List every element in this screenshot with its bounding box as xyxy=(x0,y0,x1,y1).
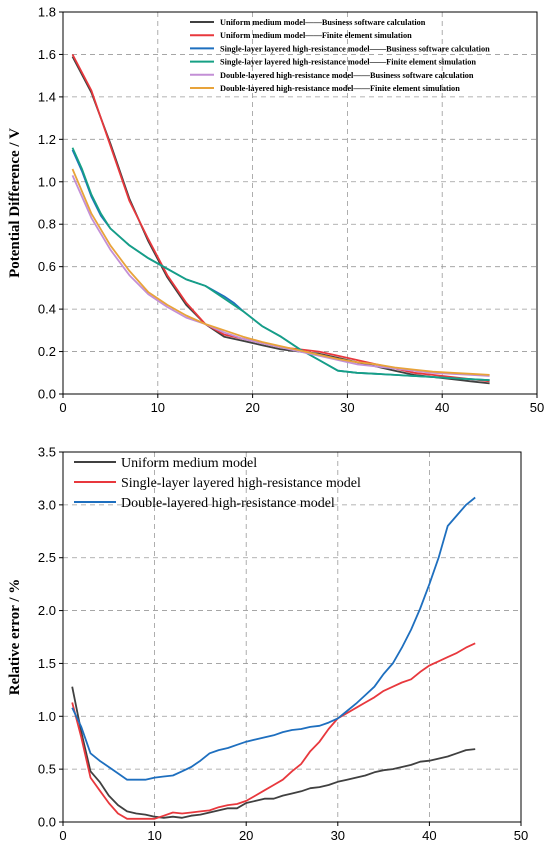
x-tick-label: 0 xyxy=(59,828,66,843)
x-tick-label: 20 xyxy=(245,400,259,415)
legend-label-1: Uniform medium model——Business software … xyxy=(220,18,426,27)
y-tick-label: 3.5 xyxy=(38,445,56,460)
y-tick-label: 1.8 xyxy=(38,5,56,20)
y-tick-label: 2.0 xyxy=(38,603,56,618)
series-line-1 xyxy=(71,686,476,819)
series-line-6 xyxy=(71,168,490,376)
series-line-1 xyxy=(71,56,490,385)
y-tick-label: 0.0 xyxy=(38,815,56,830)
series-line-4 xyxy=(71,147,490,382)
y-tick-label: 1.6 xyxy=(38,47,56,62)
y-tick-label: 1.0 xyxy=(38,709,56,724)
y-axis-label: Potential Difference / V xyxy=(7,128,23,278)
y-tick-label: 1.2 xyxy=(38,132,56,147)
legend-label-1: Uniform medium model xyxy=(121,456,257,471)
legend-label-6: Double-layered high-resistance model——Fi… xyxy=(220,84,460,93)
y-tick-label: 1.0 xyxy=(38,174,56,189)
x-tick-label: 40 xyxy=(435,400,449,415)
legend-label-5: Double-layered high-resistance model——Bu… xyxy=(220,71,474,80)
x-tick-label: 10 xyxy=(151,400,165,415)
x-tick-label: 10 xyxy=(147,828,161,843)
legend-label-2: Single-layer layered high-resistance mod… xyxy=(121,476,361,491)
series-line-2 xyxy=(71,642,476,820)
x-tick-label: 0 xyxy=(59,400,66,415)
legend-label-4: Single-layer layered high-resistance mod… xyxy=(220,58,476,67)
series-line-2 xyxy=(71,53,490,383)
x-tick-label: 30 xyxy=(340,400,354,415)
y-tick-label: 1.5 xyxy=(38,656,56,671)
legend-label-3: Double-layered high-resistance model xyxy=(121,496,335,511)
y-tick-label: 0.0 xyxy=(38,387,56,402)
y-tick-label: 2.5 xyxy=(38,550,56,565)
series-line-5 xyxy=(71,175,490,377)
y-tick-label: 3.0 xyxy=(38,497,56,512)
y-tick-label: 0.6 xyxy=(38,259,56,274)
chart-panel-2: 0 10 20 30 40 50 0.0 0.5 1.0 1.5 2.0 2.5 3.0 3.5 Relat… xyxy=(7,445,528,844)
plot-frame xyxy=(62,451,522,823)
plot-frame xyxy=(62,11,538,395)
y-tick-label: 0.8 xyxy=(38,217,56,232)
y-tick-label: 0.4 xyxy=(38,302,56,317)
x-tick-label: 50 xyxy=(530,400,544,415)
legend-label-3: Single-layer layered high-resistance mod… xyxy=(220,44,490,53)
y-axis-label: Relative error / % xyxy=(7,579,23,695)
y-tick-label: 0.5 xyxy=(38,762,56,777)
y-tick-label: 1.4 xyxy=(38,89,56,104)
series-line-3 xyxy=(71,496,476,781)
x-tick-label: 50 xyxy=(514,828,528,843)
x-tick-label: 30 xyxy=(331,828,345,843)
x-tick-label: 20 xyxy=(239,828,253,843)
chart-panel-1: 0 10 20 30 40 50 0.0 0.2 0.4 0.6 0.8 1.0 1.2 1.4 1.6 1.… xyxy=(7,5,544,416)
x-tick-label: 40 xyxy=(422,828,436,843)
y-tick-label: 0.2 xyxy=(38,344,56,359)
legend-label-2: Uniform medium model——Finite element sim… xyxy=(220,31,412,40)
